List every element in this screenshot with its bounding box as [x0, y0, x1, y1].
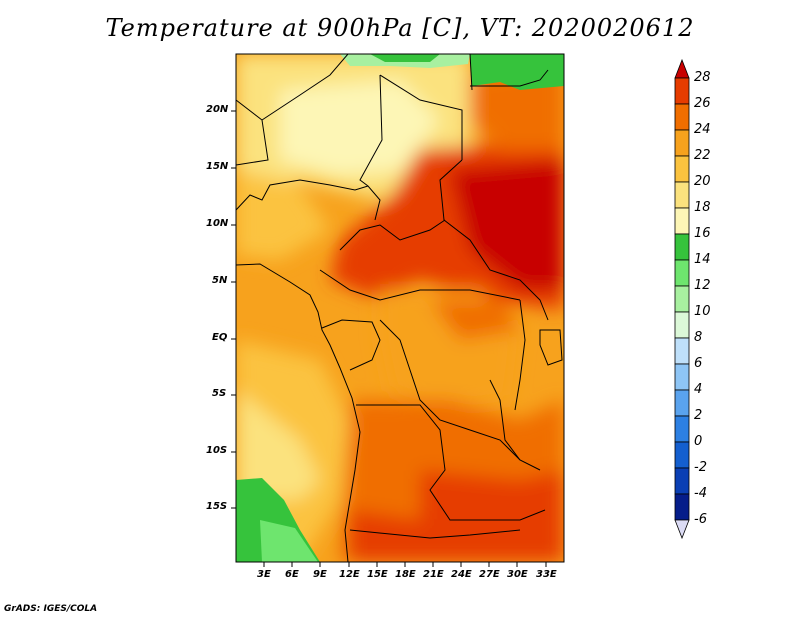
- colorbar-swatch: [674, 363, 690, 391]
- colorbar-label: 0: [694, 434, 703, 449]
- lon-label: 3E: [257, 569, 271, 580]
- lon-label: 15E: [367, 569, 388, 580]
- colorbar-swatch: [674, 103, 690, 131]
- colorbar-label: 12: [694, 278, 711, 293]
- colorbar-swatch: [674, 129, 690, 157]
- lon-label: 27E: [479, 569, 500, 580]
- colorbar-label: 22: [694, 148, 711, 163]
- colorbar-swatch: [674, 467, 690, 495]
- map-title: Temperature at 900hPa [C], VT: 202002061…: [105, 14, 695, 42]
- colorbar-swatch: [674, 207, 690, 235]
- plot-frame: [235, 53, 565, 563]
- colorbar-label: 14: [694, 252, 711, 267]
- lon-label: 18E: [395, 569, 416, 580]
- colorbar-swatch: [674, 155, 690, 183]
- lat-label: 5S: [212, 388, 227, 399]
- lon-label: 21E: [423, 569, 444, 580]
- colorbar: [674, 58, 690, 540]
- colorbar-label: 26: [694, 96, 711, 111]
- lat-label: 15S: [206, 501, 228, 512]
- colorbar-label: 20: [694, 174, 711, 189]
- lon-label: 9E: [313, 569, 327, 580]
- colorbar-label: 8: [694, 330, 703, 345]
- lat-label: 5N: [212, 275, 228, 286]
- credit-text: GrADS: IGES/COLA: [4, 604, 98, 614]
- colorbar-swatch: [674, 259, 690, 287]
- colorbar-label: 16: [694, 226, 711, 241]
- lon-label: 24E: [451, 569, 472, 580]
- colorbar-label: -6: [694, 512, 707, 527]
- colorbar-label: 6: [694, 356, 703, 371]
- lat-tick-marks: [231, 110, 236, 509]
- colorbar-label: 4: [694, 382, 703, 397]
- lat-label: 10N: [206, 218, 229, 229]
- colorbar-label: 24: [694, 122, 711, 137]
- colorbar-label: 18: [694, 200, 711, 215]
- colorbar-swatch: [674, 77, 690, 105]
- colorbar-swatch: [674, 337, 690, 365]
- colorbar-label: -2: [694, 460, 707, 475]
- colorbar-swatch: [674, 389, 690, 417]
- lon-label: 30E: [507, 569, 528, 580]
- temperature-field: [236, 54, 564, 562]
- colorbar-swatch: [674, 415, 690, 443]
- lat-label: 10S: [206, 445, 228, 456]
- lat-label: 20N: [206, 104, 229, 115]
- colorbar-label: 28: [694, 70, 711, 85]
- colorbar-swatch: [674, 233, 690, 261]
- lat-label: EQ: [212, 332, 228, 343]
- colorbar-swatch: [674, 493, 690, 521]
- colorbar-swatch: [674, 311, 690, 339]
- colorbar-bottom-arrow: [674, 519, 690, 540]
- colorbar-top-arrow: [674, 58, 690, 79]
- lon-tick-marks: [263, 562, 547, 567]
- colorbar-swatch: [674, 181, 690, 209]
- colorbar-swatch: [674, 285, 690, 313]
- colorbar-swatch: [674, 441, 690, 469]
- lat-label: 15N: [206, 161, 229, 172]
- lon-label: 6E: [285, 569, 299, 580]
- country-borders: [236, 54, 563, 562]
- lon-label: 12E: [339, 569, 360, 580]
- lon-label: 33E: [536, 569, 557, 580]
- colorbar-label: -4: [694, 486, 707, 501]
- colorbar-label: 2: [694, 408, 703, 423]
- colorbar-label: 10: [694, 304, 711, 319]
